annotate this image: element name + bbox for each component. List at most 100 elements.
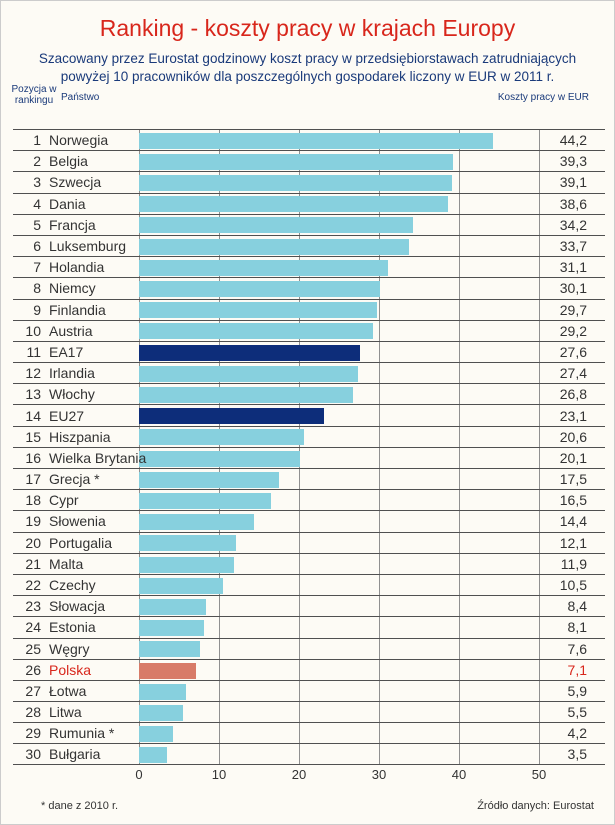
rank-cell: 28 — [13, 702, 43, 722]
value-cell: 44,2 — [560, 130, 587, 150]
country-cell: Hiszpania — [49, 427, 110, 447]
country-cell: Francja — [49, 215, 96, 235]
country-cell: Belgia — [49, 151, 88, 171]
table-row: 16 Wielka Brytania 20,1 — [13, 447, 605, 468]
rank-cell: 30 — [13, 744, 43, 763]
table-row: 25Węgry7,6 — [13, 638, 605, 659]
value-cell: 20,1 — [560, 448, 587, 468]
chart-subtitle: Szacowany przez Eurostat godzinowy koszt… — [1, 42, 614, 90]
rank-cell: 10 — [13, 321, 43, 341]
rank-cell: 27 — [13, 681, 43, 701]
rows-layer: 1Norwegia44,22Belgia39,33Szwecja39,14Dan… — [13, 129, 605, 765]
country-cell: Słowenia — [49, 511, 106, 531]
rank-cell: 23 — [13, 596, 43, 616]
table-row: 30Bułgaria3,5 — [13, 743, 605, 764]
x-axis-labels: 01020304050 — [139, 767, 539, 787]
rank-cell: 20 — [13, 533, 43, 553]
value-cell: 29,7 — [560, 300, 587, 320]
country-cell: EA17 — [49, 342, 83, 362]
rank-cell: 16 — [13, 448, 43, 468]
table-row: 24Estonia8,1 — [13, 616, 605, 637]
country-cell: Finlandia — [49, 300, 106, 320]
country-cell: Litwa — [49, 702, 82, 722]
rank-cell: 18 — [13, 490, 43, 510]
value-cell: 3,5 — [568, 744, 587, 763]
value-cell: 29,2 — [560, 321, 587, 341]
value-cell: 26,8 — [560, 384, 587, 404]
value-cell: 27,4 — [560, 363, 587, 383]
rank-cell: 11 — [13, 342, 43, 362]
value-cell: 5,9 — [568, 681, 587, 701]
table-row: 21 Malta 11,9 — [13, 553, 605, 574]
data-source: Źródło danych: Eurostat — [477, 800, 594, 812]
value-cell: 39,1 — [560, 172, 587, 192]
value-cell: 4,2 — [568, 723, 587, 743]
table-row: 9 Finlandia 29,7 — [13, 299, 605, 320]
table-row: 13Włochy26,8 — [13, 383, 605, 404]
value-cell: 11,9 — [561, 554, 587, 574]
value-cell: 39,3 — [560, 151, 587, 171]
table-row: 6Luksemburg33,7 — [13, 235, 605, 256]
country-cell: Wielka Brytania — [49, 448, 146, 468]
value-cell: 23,1 — [560, 405, 587, 425]
rank-cell: 15 — [13, 427, 43, 447]
table-row: 12 Irlandia 27,4 — [13, 362, 605, 383]
x-tick-label: 40 — [452, 767, 466, 782]
country-cell: Malta — [49, 554, 83, 574]
table-row: 19Słowenia14,4 — [13, 510, 605, 531]
value-cell: 10,5 — [560, 575, 587, 595]
rank-cell: 29 — [13, 723, 43, 743]
value-cell: 7,6 — [568, 639, 587, 659]
rank-cell: 7 — [13, 257, 43, 277]
footnote: * dane z 2010 r. — [41, 800, 118, 812]
country-cell: Norwegia — [49, 130, 108, 150]
country-cell: Włochy — [49, 384, 95, 404]
x-tick-label: 0 — [135, 767, 142, 782]
table-row: 28 Litwa 5,5 — [13, 701, 605, 722]
country-cell: Słowacja — [49, 596, 105, 616]
country-cell: Austria — [49, 321, 93, 341]
value-cell: 33,7 — [560, 236, 587, 256]
country-cell: Rumunia * — [49, 723, 114, 743]
table-row: 20Portugalia12,1 — [13, 532, 605, 553]
rank-cell: 6 — [13, 236, 43, 256]
rank-cell: 17 — [13, 469, 43, 489]
country-cell: Czechy — [49, 575, 96, 595]
country-cell: Węgry — [49, 639, 89, 659]
value-cell: 34,2 — [560, 215, 587, 235]
x-tick-label: 50 — [532, 767, 546, 782]
table-row: 17Grecja *17,5 — [13, 468, 605, 489]
country-cell: Niemcy — [49, 278, 96, 298]
table-row: 8Niemcy30,1 — [13, 277, 605, 298]
country-cell: Irlandia — [49, 363, 95, 383]
table-row: 11EA1727,6 — [13, 341, 605, 362]
table-row: 22Czechy10,5 — [13, 574, 605, 595]
table-row: 29 Rumunia * 4,2 — [13, 722, 605, 743]
value-cell: 38,6 — [560, 194, 587, 214]
chart-title: Ranking - koszty pracy w krajach Europy — [1, 1, 614, 42]
table-row: 1Norwegia44,2 — [13, 129, 605, 150]
table-row: 10 Austria 29,2 — [13, 320, 605, 341]
rank-cell: 4 — [13, 194, 43, 214]
value-cell: 31,1 — [560, 257, 587, 277]
country-cell: Dania — [49, 194, 86, 214]
table-row: 23Słowacja8,4 — [13, 595, 605, 616]
rank-cell: 12 — [13, 363, 43, 383]
country-cell: Cypr — [49, 490, 79, 510]
table-row: 14EU2723,1 — [13, 404, 605, 425]
country-cell: Szwecja — [49, 172, 101, 192]
rank-cell: 8 — [13, 278, 43, 298]
value-cell: 17,5 — [560, 469, 587, 489]
value-cell: 5,5 — [568, 702, 587, 722]
rank-cell: 21 — [13, 554, 43, 574]
header-value: Koszty pracy w EUR — [498, 92, 589, 103]
country-cell: Portugalia — [49, 533, 112, 553]
rank-cell: 19 — [13, 511, 43, 531]
rank-cell: 9 — [13, 300, 43, 320]
rank-cell: 24 — [13, 617, 43, 637]
rank-cell: 5 — [13, 215, 43, 235]
table-row: 18 Cypr 16,5 — [13, 489, 605, 510]
table-row: 2Belgia39,3 — [13, 150, 605, 171]
value-cell: 16,5 — [560, 490, 587, 510]
rank-cell: 14 — [13, 405, 43, 425]
